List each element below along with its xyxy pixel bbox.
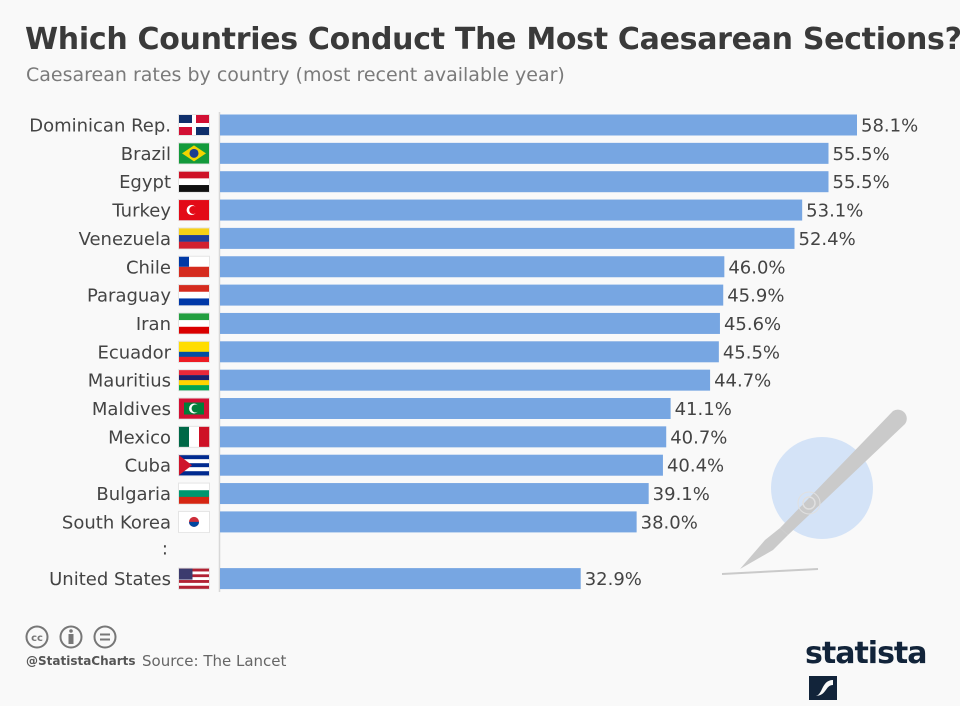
bar-row: Maldives 41.1%	[92, 398, 732, 420]
category-label: Iran	[136, 314, 171, 335]
bar-row: Chile 46.0%	[126, 256, 786, 278]
value-label: 55.5%	[832, 144, 889, 165]
category-label: Dominican Rep.	[29, 116, 171, 137]
bar	[220, 454, 663, 476]
value-label: 55.5%	[832, 172, 889, 193]
bar-row: Paraguay 45.9%	[87, 284, 784, 307]
bar	[220, 142, 829, 164]
category-label: South Korea	[62, 512, 171, 533]
scalpel-icon	[740, 409, 907, 569]
value-label: 40.4%	[667, 456, 724, 477]
cc-icon: cc	[25, 625, 49, 649]
statista-logo[interactable]: statista	[805, 636, 960, 706]
bar-row: Turkey 53.1%	[111, 199, 863, 222]
flag-paraguay-icon	[178, 284, 210, 307]
flag-cuba-icon	[178, 454, 210, 477]
value-label: 58.1%	[861, 116, 918, 137]
value-label: 32.9%	[585, 569, 642, 590]
category-label: Chile	[126, 257, 171, 278]
flag-south-korea-icon	[178, 510, 210, 533]
bar	[220, 426, 667, 448]
chart-subtitle: Caesarean rates by country (most recent …	[26, 64, 565, 86]
bar	[220, 341, 719, 363]
flag-venezuela-icon	[178, 227, 210, 250]
flag-dominican-republic-icon	[178, 114, 210, 136]
value-label: 44.7%	[714, 371, 771, 392]
category-label: Mexico	[108, 427, 171, 448]
category-label: Paraguay	[87, 286, 171, 307]
footer-source: Source: The Lancet	[142, 652, 287, 670]
bar	[220, 227, 795, 249]
bar-row: Dominican Rep. 58.1%	[29, 114, 918, 137]
value-label: 40.7%	[670, 427, 727, 448]
category-label: Ecuador	[97, 342, 171, 363]
bar	[220, 114, 857, 136]
bar-row: Mexico 40.7%	[108, 426, 727, 448]
bar	[220, 369, 711, 391]
statista-logo-mark-icon	[809, 676, 837, 700]
bar	[220, 199, 803, 221]
category-label: Mauritius	[88, 371, 171, 392]
value-label: 39.1%	[653, 484, 710, 505]
bar	[220, 284, 724, 306]
value-label: 41.1%	[675, 399, 732, 420]
bar-row: Bulgaria 39.1%	[96, 483, 710, 505]
flag-ecuador-icon	[178, 340, 210, 363]
bar-row: Cuba 40.4%	[125, 454, 724, 477]
bar	[220, 256, 725, 278]
category-label: United States	[49, 569, 171, 590]
gap-marker: :	[162, 538, 168, 559]
logo-text: statista	[805, 636, 928, 671]
category-label: Venezuela	[79, 229, 171, 250]
category-label: Turkey	[111, 201, 171, 222]
bar-row: Iran 45.6%	[136, 312, 781, 335]
value-label: 53.1%	[806, 201, 863, 222]
value-label: 45.9%	[727, 286, 784, 307]
flag-brazil-icon	[178, 142, 210, 165]
bar-row: Mauritius 44.7%	[88, 369, 771, 392]
bar-chart: Dominican Rep. 58.1% Brazil 55.5% Egypt 55.5%…	[29, 112, 918, 592]
bar-row: Venezuela 52.4%	[79, 227, 856, 250]
bar-row: Egypt 55.5%	[119, 171, 890, 193]
bar-row: Brazil 55.5%	[121, 142, 890, 165]
flag-mauritius-icon	[178, 369, 210, 392]
flag-mexico-icon	[178, 425, 210, 448]
nd-icon	[93, 625, 117, 649]
bar	[220, 171, 829, 193]
flag-bulgaria-icon	[178, 482, 210, 505]
flag-chile-icon	[178, 255, 210, 278]
bar	[220, 398, 671, 419]
category-label: Maldives	[92, 399, 171, 420]
bar	[220, 312, 720, 334]
bar-row: South Korea 38.0%	[62, 511, 698, 533]
value-label: 46.0%	[728, 257, 785, 278]
category-label: Egypt	[119, 172, 171, 193]
bar	[220, 483, 649, 505]
chart-title: Which Countries Conduct The Most Caesare…	[25, 22, 960, 57]
license-icons: cc	[25, 625, 117, 649]
by-icon	[59, 625, 83, 649]
value-label: 45.5%	[723, 342, 780, 363]
scalpel-illustration	[721, 409, 907, 575]
bar-row: United States 32.9%	[49, 568, 642, 590]
flag-turkey-icon	[178, 199, 210, 222]
svg-text:cc: cc	[31, 633, 43, 644]
value-label: 52.4%	[799, 229, 856, 250]
incision-line	[721, 568, 819, 575]
value-label: 38.0%	[641, 512, 698, 533]
bar	[220, 568, 581, 590]
bar-row: Ecuador 45.5%	[97, 341, 780, 363]
flag-maldives-icon	[178, 397, 210, 420]
category-label: Brazil	[121, 144, 171, 165]
flag-iran-icon	[178, 312, 210, 335]
category-label: Cuba	[125, 456, 171, 477]
flag-egypt-icon	[178, 170, 210, 193]
footer-handle[interactable]: @StatistaCharts	[26, 654, 136, 668]
category-label: Bulgaria	[96, 484, 171, 505]
value-label: 45.6%	[724, 314, 781, 335]
flag-united-states-icon	[178, 567, 210, 590]
bar	[220, 511, 637, 533]
